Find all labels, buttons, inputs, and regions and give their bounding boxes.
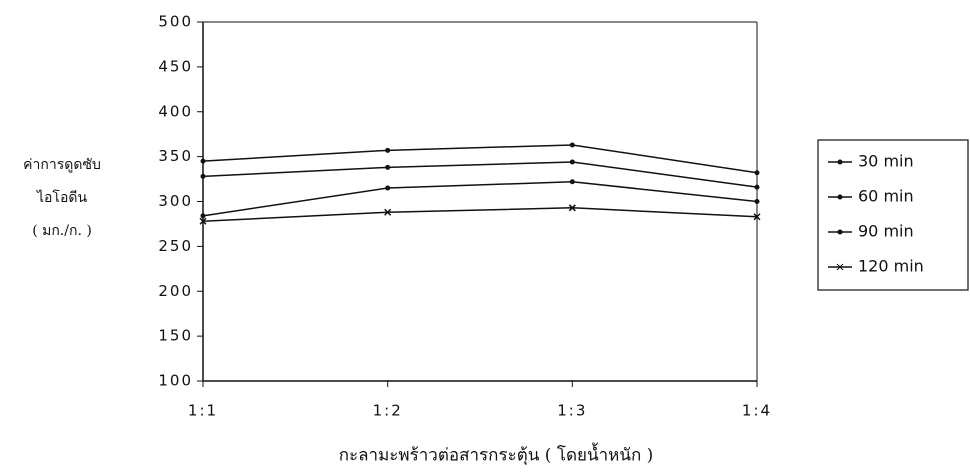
point (385, 186, 390, 191)
point (570, 142, 575, 147)
y-axis-label: ( มก./ก. ) (32, 223, 92, 239)
x-axis-label: กะลามะพร้าวต่อสารกระตุ้น ( โดยน้ำหนัก ) (339, 443, 654, 466)
y-tick-label: 250 (158, 237, 193, 255)
series-line (203, 208, 757, 221)
point (385, 165, 390, 170)
y-tick-label: 350 (158, 147, 193, 165)
point (570, 179, 575, 184)
x-tick-label: 1:2 (373, 402, 403, 420)
y-tick-label: 200 (158, 282, 193, 300)
point (201, 213, 206, 218)
y-tick-label: 300 (158, 192, 193, 210)
legend-marker (838, 195, 843, 200)
y-tick-label: 450 (158, 57, 193, 75)
y-tick-label: 400 (158, 102, 193, 120)
y-tick-label: 500 (158, 13, 193, 31)
y-tick-label: 150 (158, 327, 193, 345)
legend-marker (838, 230, 843, 235)
y-axis-label: ไอโอดีน (36, 189, 87, 206)
series-line (203, 162, 757, 187)
series-line (203, 145, 757, 173)
chart: กะลามะพร้าวต่อสารกระตุ้น ( โดยน้ำหนัก ) … (0, 0, 970, 476)
legend-label: 120 min (858, 257, 924, 276)
point (201, 174, 206, 179)
point (755, 170, 760, 175)
y-tick-label: 100 (158, 372, 193, 390)
legend-label: 30 min (858, 152, 914, 171)
legend-marker (838, 160, 843, 165)
legend-label: 60 min (858, 187, 914, 206)
point (201, 159, 206, 164)
point (755, 185, 760, 190)
point (755, 199, 760, 204)
point (385, 148, 390, 153)
y-axis-label: ค่าการดูดซับ (23, 157, 101, 173)
x-tick-label: 1:3 (557, 402, 587, 420)
point (570, 160, 575, 165)
x-tick-label: 1:4 (742, 402, 772, 420)
x-tick-label: 1:1 (188, 402, 218, 420)
legend-label: 90 min (858, 222, 914, 241)
